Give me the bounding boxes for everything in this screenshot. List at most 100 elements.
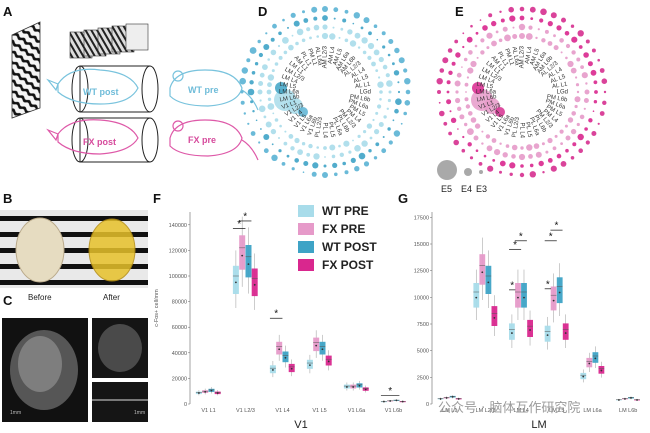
ring-fx-dot <box>461 66 463 68</box>
ring-fx-dot <box>565 135 571 141</box>
ring-fx-region-label: AL L6a <box>510 46 519 66</box>
ring-wt-dot <box>267 97 272 102</box>
ring-fx-dot <box>599 68 605 73</box>
ring-wt-dot <box>290 12 296 18</box>
ring-wt-dot <box>338 36 341 39</box>
ring-fx-dot <box>470 117 477 123</box>
data-point <box>352 386 355 388</box>
lightsheet-slice-bottom <box>92 382 148 422</box>
ring-wt-dot <box>301 38 306 43</box>
ring-wt-dot <box>400 122 403 125</box>
legend-swatch-wt-pre <box>298 205 314 217</box>
ring-wt-dot <box>258 81 264 86</box>
data-point <box>600 369 603 372</box>
ring-wt-dot <box>322 15 328 21</box>
ring-wt-dot <box>367 42 375 50</box>
ring-wt-dot <box>263 44 270 50</box>
ring-wt-dot <box>252 110 255 113</box>
data-point <box>630 397 632 399</box>
ring-wt-dot <box>291 34 294 37</box>
ring-fx-dot <box>528 154 533 159</box>
ring-fx-dot <box>509 172 513 176</box>
ring-fx-region-label: V1 L1 <box>478 100 495 111</box>
ring-fx-dot <box>485 134 491 139</box>
mouse-fx-pre <box>169 119 259 161</box>
ring-wt-dot <box>361 37 368 44</box>
ring-wt-dot <box>387 53 391 57</box>
ring-wt-dot <box>368 31 372 36</box>
ring-wt-dot <box>270 37 275 42</box>
significance-star: * <box>243 211 247 222</box>
ring-wt-dot <box>322 6 328 12</box>
ring-wt-region-label: LM L6a <box>279 90 300 96</box>
data-point <box>445 397 448 399</box>
ring-fx-dot <box>565 148 569 153</box>
ring-fx-hub-dot <box>472 82 484 94</box>
ring-wt-dot <box>249 80 254 85</box>
y-tick-label: 7500 <box>417 322 429 328</box>
ring-fx-dot <box>528 25 533 30</box>
box-wt-post-lm-l5 <box>556 277 563 304</box>
x-tick-label: V1 L6a <box>348 408 366 414</box>
significance-star: * <box>519 231 523 242</box>
significance-star: * <box>237 219 241 230</box>
ring-fx-dot <box>547 21 553 27</box>
ring-fx-dot <box>467 142 472 147</box>
ring-wt-dot <box>243 112 246 115</box>
ring-fx-dot <box>475 149 479 152</box>
ring-wt-dot <box>386 107 389 111</box>
data-point <box>278 348 281 351</box>
ring-fx-dot <box>553 34 556 38</box>
ring-fx-region-label: AM L2/3 <box>520 45 526 68</box>
y-tick-label: 10000 <box>414 295 429 301</box>
ring-fx-dot <box>526 144 533 151</box>
ring-wt-dot <box>247 88 255 96</box>
ring-wt-dot <box>296 28 304 36</box>
ring-wt-dot <box>283 50 288 55</box>
ring-wt-dot <box>331 154 336 159</box>
panel-c-microscopy: 1mm 1mm <box>2 318 148 422</box>
ring-fx-dot <box>577 133 584 141</box>
ring-fx-dot <box>583 52 589 58</box>
ring-wt-dot <box>373 24 378 29</box>
ring-wt-dot <box>382 136 385 138</box>
ring-fx-dot <box>446 99 452 105</box>
ring-wt-dot <box>392 119 395 122</box>
data-point <box>247 263 250 266</box>
ring-wt-dot <box>340 27 344 31</box>
panel-label-g: G <box>398 191 408 206</box>
ring-wt-dot <box>375 111 379 115</box>
mouse-fx-post <box>46 119 139 155</box>
data-point <box>588 362 591 365</box>
ring-fx-dot <box>502 152 508 158</box>
ring-fx-dot <box>535 151 542 158</box>
x-tick-label: V1 L5 <box>312 408 326 414</box>
panel-label-b: B <box>3 191 12 206</box>
ring-fx-dot <box>570 24 575 28</box>
y-tick-label: 17500 <box>414 215 429 221</box>
label-fx-post: FX post <box>83 137 116 147</box>
ring-wt-dot <box>267 74 275 81</box>
ring-fx-dot <box>599 111 605 116</box>
label-wt-pre: WT pre <box>188 85 219 95</box>
legend-label-wt-pre: WT PRE <box>322 204 369 218</box>
ring-fx-dot <box>540 8 547 16</box>
ring-wt-dot <box>334 172 338 177</box>
ring-fx-dot <box>525 33 533 40</box>
ring-fx-region-label: LM L5 <box>476 82 494 91</box>
ring-fx-region-label: LM L6a <box>476 90 497 96</box>
box-wt-post-v1-l4 <box>282 351 289 363</box>
ring-fx-dot <box>491 138 497 143</box>
chart-v1: 0 20000 40000 60000 80000 100000 120000 140000 V… <box>154 211 406 431</box>
ring-wt-dot <box>392 62 395 66</box>
x-tick-label: V1 L4 <box>275 408 289 414</box>
x-axis-title: V1 <box>294 419 307 431</box>
ring-fx-dot <box>470 24 473 28</box>
ring-wt-dot <box>357 134 361 138</box>
ring-fx-dot <box>560 161 567 167</box>
data-point <box>364 388 367 391</box>
ring-fx-dot <box>455 97 461 104</box>
y-tick-label: 12500 <box>414 269 429 275</box>
ring-wt-dot <box>290 146 295 151</box>
